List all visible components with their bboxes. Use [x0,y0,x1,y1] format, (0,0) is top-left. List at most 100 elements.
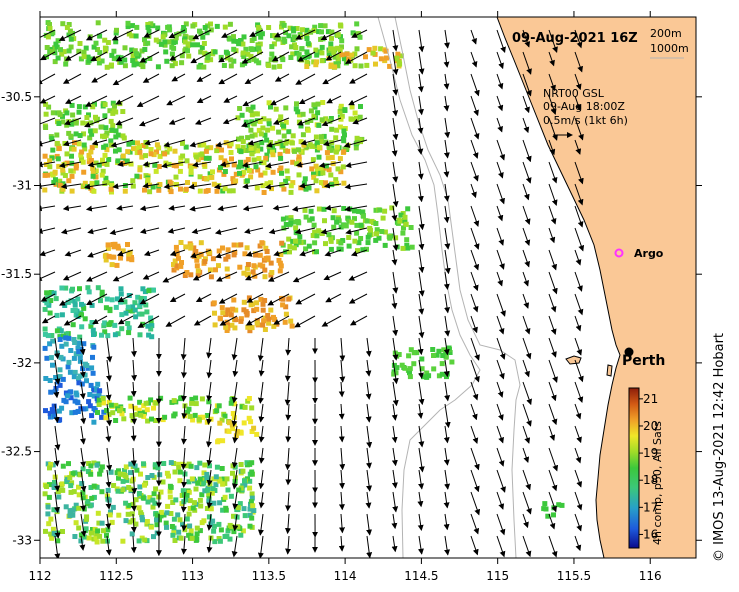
sst-pixel [73,520,79,526]
sst-pixel [235,524,241,530]
sst-pixel [158,509,164,515]
current-arrow-icon [392,271,399,294]
sst-pixel [54,44,60,50]
sst-pixel [148,319,154,325]
sst-pixel [103,48,109,54]
sst-pixel [68,133,74,139]
sst-pixel [193,395,199,401]
sst-pixel [336,59,341,65]
sst-pixel [313,163,319,169]
sst-pixel [277,268,283,274]
current-arrow-icon [274,73,290,82]
current-source-line3: 0.5m/s (1kt 6h) [543,114,628,127]
sst-pixel [258,34,264,40]
sst-pixel [80,466,86,472]
sst-pixel [382,242,388,248]
sst-pixel [407,366,413,372]
sst-pixel [151,287,156,293]
sst-pixel [280,302,286,308]
sst-pixel [331,208,337,214]
sst-pixel [118,286,124,292]
current-arrow-icon [574,381,584,403]
current-arrow-icon [40,271,56,281]
sst-pixel [311,113,317,119]
sst-pixel [108,509,113,515]
sst-pixel [275,36,281,42]
sst-pixel [431,366,437,372]
sst-pixel [134,145,140,151]
sst-pixel [104,161,110,167]
current-arrow-icon [444,249,451,275]
sst-pixel [47,164,53,170]
sst-pixel [369,218,375,224]
sst-pixel [116,475,121,481]
sst-pixel [246,396,252,401]
sst-pixel [70,112,76,118]
sst-pixel [266,100,272,106]
sst-pixel [188,245,194,251]
current-arrow-icon [324,204,342,211]
sst-pixel [113,39,119,45]
sst-pixel [95,285,101,291]
sst-pixel [242,251,248,257]
sst-pixel [260,125,266,131]
sst-pixel [349,116,355,122]
sst-pixel [145,499,151,505]
sst-pixel [137,484,143,490]
sst-pixel [44,300,50,306]
sst-pixel [109,52,115,58]
sst-pixel [178,161,184,166]
sst-pixel [302,176,308,182]
sst-pixel [146,288,152,294]
sst-pixel [213,482,219,488]
current-arrow-icon [574,469,583,488]
sst-pixel [103,175,109,181]
current-arrow-icon [418,447,425,473]
sst-pixel [234,429,240,434]
sst-pixel [221,63,227,68]
sst-pixel [380,215,386,221]
sst-pixel [206,498,212,504]
sst-pixel [80,495,86,501]
sst-pixel [240,144,246,150]
current-arrow-icon [522,535,532,558]
sst-pixel [166,473,171,479]
current-arrow-icon [221,29,238,38]
sst-pixel [91,393,97,399]
sst-pixel [154,522,160,528]
current-arrow-icon [496,205,504,222]
sst-pixel [231,38,237,44]
current-arrow-icon [249,29,264,37]
sst-pixel [88,323,94,329]
current-arrow-icon [165,315,186,327]
sst-pixel [441,347,447,353]
sst-pixel [349,104,355,110]
sst-pixel [296,172,302,178]
sst-pixel [47,158,53,164]
sst-pixel [175,263,181,269]
sst-pixel [322,23,328,29]
sst-pixel [238,242,244,248]
sst-pixel [122,468,127,473]
sst-pixel [241,34,247,40]
sst-pixel [130,53,136,59]
current-arrow-icon [548,337,557,358]
sst-pixel [186,489,192,495]
sst-pixel [286,129,292,135]
current-arrow-icon [139,51,160,63]
current-arrow-icon [574,513,582,532]
current-arrow-icon [548,227,556,244]
x-tick-label: 114.5 [404,569,438,583]
sst-pixel [167,494,173,500]
current-arrow-icon [167,227,186,234]
sst-pixel [382,208,388,214]
sst-pixel [164,58,170,64]
current-arrow-icon [196,73,212,82]
sst-pixel [238,429,244,435]
current-arrow-icon [574,491,583,511]
sst-pixel [133,497,139,503]
sst-pixel [102,102,108,108]
sst-pixel [186,41,192,47]
sst-pixel [334,180,340,186]
current-arrow-icon [257,337,264,362]
